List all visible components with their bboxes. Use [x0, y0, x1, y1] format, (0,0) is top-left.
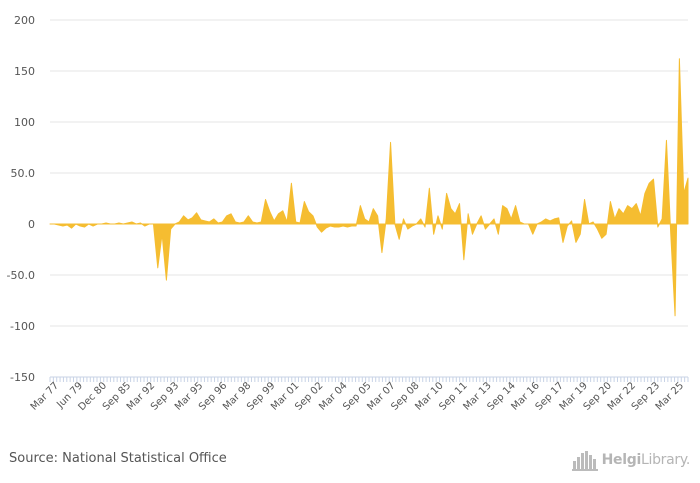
x-tick-label: Mar 77 — [29, 380, 61, 412]
y-tick-label: -100 — [10, 320, 35, 333]
y-tick-label: 150 — [14, 65, 35, 78]
y-tick-label: -150 — [10, 371, 35, 384]
y-tick-label: 200 — [14, 14, 35, 27]
y-tick-label: 100 — [14, 116, 35, 129]
y-tick-label: 0 — [28, 218, 35, 231]
y-tick-label: 50.0 — [11, 167, 36, 180]
y-tick-label: -50.0 — [7, 269, 35, 282]
source-note: Source: National Statistical Office — [9, 451, 227, 466]
chart-footer: Source: National Statistical Office Helg… — [0, 440, 700, 483]
y-axis-ticks: 200 150 100 50.0 0 -50.0 -100 -150 — [7, 14, 35, 384]
helgi-library-logo-icon — [571, 451, 598, 471]
area-series-path — [49, 58, 689, 317]
area-series — [49, 58, 689, 317]
helgi-library-logo[interactable]: HelgiLibrary. — [571, 448, 691, 472]
logo-text: HelgiLibrary. — [601, 452, 691, 468]
gridlines — [50, 19, 688, 378]
